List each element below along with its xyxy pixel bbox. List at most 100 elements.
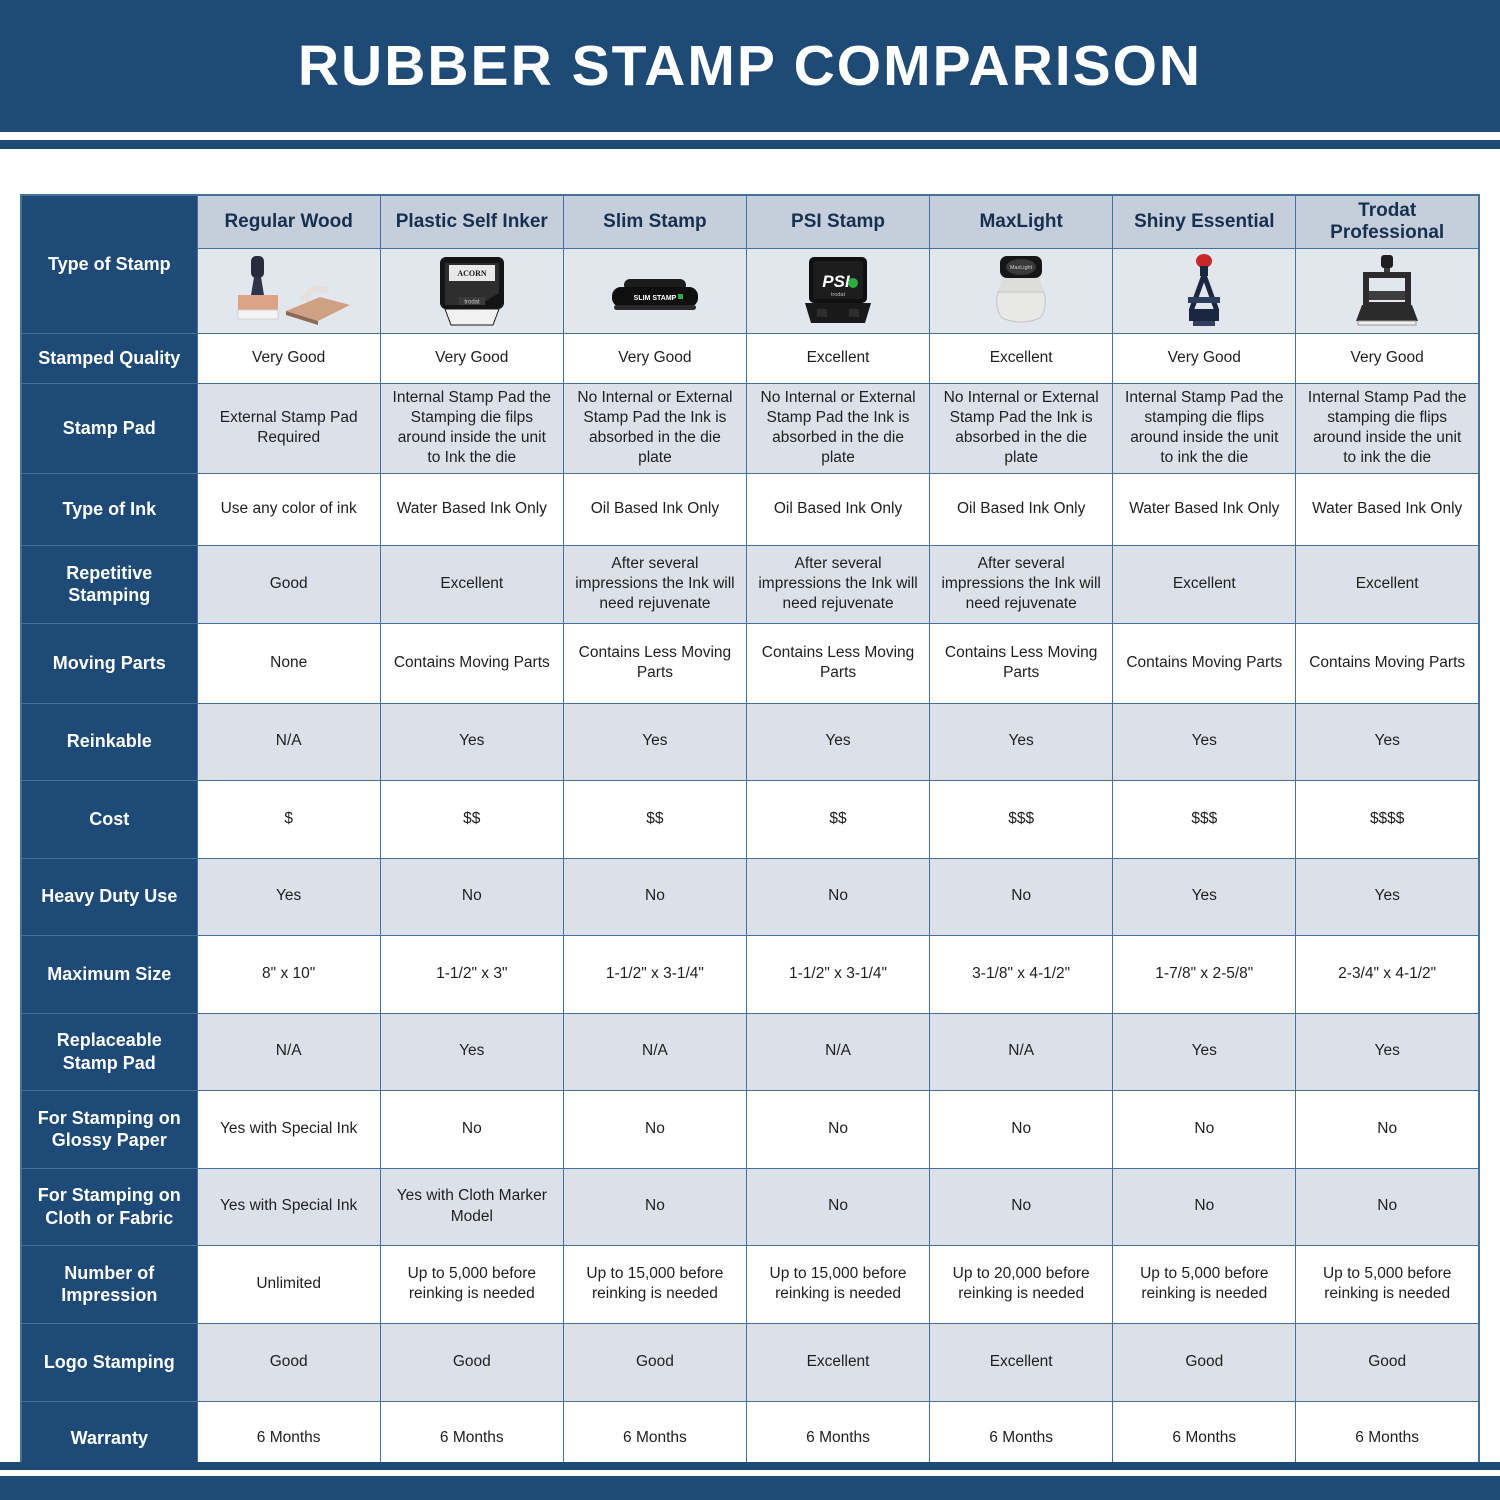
cell-for-stamping-on-glossy-paper-maxlight: No xyxy=(929,1089,1114,1169)
cell-heavy-duty-use-plastic-self-inker: No xyxy=(379,857,564,936)
cell-type-of-ink-regular-wood: Use any color of ink xyxy=(196,472,381,546)
column-header-shiny-essential: Shiny Essential xyxy=(1112,194,1297,249)
table-row-repetitive-stamping: Repetitive Stamping Good Excellent After se… xyxy=(20,544,1480,624)
cell-type-of-ink-slim-stamp: Oil Based Ink Only xyxy=(562,472,747,546)
svg-text:SLIM STAMP: SLIM STAMP xyxy=(634,295,677,302)
cell-stamp-pad-trodat-professional: Internal Stamp Pad the stamping die flip… xyxy=(1295,383,1480,474)
table-row-cost: Cost $ $$ $$ $$ $$$ $$$ $$$$ xyxy=(20,779,1480,859)
row-label-heavy-duty-use: Heavy Duty Use xyxy=(20,857,198,936)
cell-moving-parts-maxlight: Contains Less Moving Parts xyxy=(929,622,1114,704)
cell-moving-parts-trodat-professional: Contains Moving Parts xyxy=(1295,622,1480,704)
cell-cost-psi-stamp: $$ xyxy=(745,779,931,859)
row-label-for-stamping-on-glossy-paper: For Stamping on Glossy Paper xyxy=(20,1089,198,1169)
column-header-slim-stamp: Slim Stamp xyxy=(562,194,747,249)
regular-wood-stamp-image xyxy=(196,248,381,334)
svg-text:trodat: trodat xyxy=(464,300,480,306)
row-label-repetitive-stamping: Repetitive Stamping xyxy=(20,544,198,624)
cell-replaceable-stamp-pad-plastic-self-inker: Yes xyxy=(379,1012,564,1091)
cell-for-stamping-on-cloth-or-fabric-maxlight: No xyxy=(929,1167,1114,1246)
cell-for-stamping-on-cloth-or-fabric-regular-wood: Yes with Special Ink xyxy=(196,1167,381,1246)
psi-stamp-image: PSI trodat xyxy=(745,248,931,334)
cell-replaceable-stamp-pad-regular-wood: N/A xyxy=(196,1012,381,1091)
trodat-professional-stamp-image xyxy=(1295,248,1480,334)
cell-stamp-pad-psi-stamp: No Internal or External Stamp Pad the In… xyxy=(745,383,931,474)
cell-repetitive-stamping-regular-wood: Good xyxy=(196,544,381,624)
cell-number-of-impression-maxlight: Up to 20,000 before reinking is needed xyxy=(929,1244,1114,1324)
cell-logo-stamping-maxlight: Excellent xyxy=(929,1322,1114,1402)
table-row-heavy-duty-use: Heavy Duty Use Yes No No No No Yes Yes xyxy=(20,857,1480,936)
cell-stamped-quality-plastic-self-inker: Very Good xyxy=(379,333,564,384)
cell-replaceable-stamp-pad-maxlight: N/A xyxy=(929,1012,1114,1091)
table-row-replaceable-stamp-pad: Replaceable Stamp Pad N/A Yes N/A N/A N/A Yes Y… xyxy=(20,1012,1480,1091)
cell-maximum-size-trodat-professional: 2-3/4" x 4-1/2" xyxy=(1295,934,1480,1014)
cell-logo-stamping-shiny-essential: Good xyxy=(1112,1322,1297,1402)
cell-type-of-ink-psi-stamp: Oil Based Ink Only xyxy=(745,472,931,546)
row-label-replaceable-stamp-pad: Replaceable Stamp Pad xyxy=(20,1012,198,1091)
cell-for-stamping-on-glossy-paper-plastic-self-inker: No xyxy=(379,1089,564,1169)
column-header-regular-wood: Regular Wood xyxy=(196,194,381,249)
cell-maximum-size-maxlight: 3-1/8" x 4-1/2" xyxy=(929,934,1114,1014)
cell-type-of-ink-maxlight: Oil Based Ink Only xyxy=(929,472,1114,546)
cell-stamped-quality-maxlight: Excellent xyxy=(929,333,1114,384)
cell-for-stamping-on-cloth-or-fabric-slim-stamp: No xyxy=(562,1167,747,1246)
header-divider xyxy=(0,140,1500,149)
cell-maximum-size-psi-stamp: 1-1/2" x 3-1/4" xyxy=(745,934,931,1014)
row-label-number-of-impression: Number of Impression xyxy=(20,1244,198,1324)
cell-maximum-size-regular-wood: 8" x 10" xyxy=(196,934,381,1014)
footer-gap xyxy=(0,1470,1500,1476)
cell-for-stamping-on-cloth-or-fabric-trodat-professional: No xyxy=(1295,1167,1480,1246)
cell-repetitive-stamping-psi-stamp: After several impressions the Ink will n… xyxy=(745,544,931,624)
cell-cost-regular-wood: $ xyxy=(196,779,381,859)
table-row-type-of-ink: Type of Ink Use any color of ink Water Bas… xyxy=(20,472,1480,546)
row-label-stamp-pad: Stamp Pad xyxy=(20,383,198,474)
cell-replaceable-stamp-pad-psi-stamp: N/A xyxy=(745,1012,931,1091)
cell-logo-stamping-trodat-professional: Good xyxy=(1295,1322,1480,1402)
cell-stamped-quality-psi-stamp: Excellent xyxy=(745,333,931,384)
cell-number-of-impression-regular-wood: Unlimited xyxy=(196,1244,381,1324)
comparison-table: Type of Stamp Regular Wood Plastic Self In… xyxy=(20,194,1480,1477)
cell-stamped-quality-slim-stamp: Very Good xyxy=(562,333,747,384)
row-label-maximum-size: Maximum Size xyxy=(20,934,198,1014)
footer-divider xyxy=(0,1462,1500,1470)
cell-type-of-ink-shiny-essential: Water Based Ink Only xyxy=(1112,472,1297,546)
cell-reinkable-maxlight: Yes xyxy=(929,702,1114,781)
cell-logo-stamping-slim-stamp: Good xyxy=(562,1322,747,1402)
cell-heavy-duty-use-maxlight: No xyxy=(929,857,1114,936)
table-row-reinkable: Reinkable N/A Yes Yes Yes Yes Yes Yes xyxy=(20,702,1480,781)
cell-stamp-pad-shiny-essential: Internal Stamp Pad the stamping die flip… xyxy=(1112,383,1297,474)
table-row-number-of-impression: Number of Impression Unlimited Up to 5,000… xyxy=(20,1244,1480,1324)
table-row-stamp-pad: Stamp Pad External Stamp Pad Required Inte… xyxy=(20,383,1480,474)
page-title: RUBBER STAMP COMPARISON xyxy=(297,34,1203,98)
cell-repetitive-stamping-slim-stamp: After several impressions the Ink will n… xyxy=(562,544,747,624)
svg-text:PSI: PSI xyxy=(822,272,851,291)
cell-repetitive-stamping-trodat-professional: Excellent xyxy=(1295,544,1480,624)
cell-reinkable-plastic-self-inker: Yes xyxy=(379,702,564,781)
cell-number-of-impression-trodat-professional: Up to 5,000 before reinking is needed xyxy=(1295,1244,1480,1324)
column-header-plastic-self-inker: Plastic Self Inker xyxy=(379,194,564,249)
cell-reinkable-psi-stamp: Yes xyxy=(745,702,931,781)
table-row-stamped-quality: Stamped Quality Very Good Very Good Very Go… xyxy=(20,333,1480,384)
row-label-reinkable: Reinkable xyxy=(20,702,198,781)
cell-for-stamping-on-cloth-or-fabric-plastic-self-inker: Yes with Cloth Marker Model xyxy=(379,1167,564,1246)
page-header: RUBBER STAMP COMPARISON xyxy=(0,0,1500,132)
cell-number-of-impression-psi-stamp: Up to 15,000 before reinking is needed xyxy=(745,1244,931,1324)
cell-for-stamping-on-glossy-paper-trodat-professional: No xyxy=(1295,1089,1480,1169)
table-row-maximum-size: Maximum Size 8" x 10" 1-1/2" x 3" 1-1/2" x … xyxy=(20,934,1480,1014)
cell-stamped-quality-regular-wood: Very Good xyxy=(196,333,381,384)
page-footer xyxy=(0,1462,1500,1500)
row-label-stamped-quality: Stamped Quality xyxy=(20,333,198,384)
cell-maximum-size-shiny-essential: 1-7/8" x 2-5/8" xyxy=(1112,934,1297,1014)
row-label-type-of-ink: Type of Ink xyxy=(20,472,198,546)
comparison-table-container: Type of Stamp Regular Wood Plastic Self In… xyxy=(20,194,1480,1477)
cell-heavy-duty-use-slim-stamp: No xyxy=(562,857,747,936)
cell-maximum-size-slim-stamp: 1-1/2" x 3-1/4" xyxy=(562,934,747,1014)
cell-moving-parts-psi-stamp: Contains Less Moving Parts xyxy=(745,622,931,704)
table-row-for-stamping-on-cloth-or-fabric: For Stamping on Cloth or Fabric Yes with … xyxy=(20,1167,1480,1246)
cell-stamped-quality-shiny-essential: Very Good xyxy=(1112,333,1297,384)
row-label-logo-stamping: Logo Stamping xyxy=(20,1322,198,1402)
cell-type-of-ink-plastic-self-inker: Water Based Ink Only xyxy=(379,472,564,546)
cell-number-of-impression-plastic-self-inker: Up to 5,000 before reinking is needed xyxy=(379,1244,564,1324)
cell-cost-shiny-essential: $$$ xyxy=(1112,779,1297,859)
row-label-for-stamping-on-cloth-or-fabric: For Stamping on Cloth or Fabric xyxy=(20,1167,198,1246)
shiny-essential-stamp-image xyxy=(1112,248,1297,334)
